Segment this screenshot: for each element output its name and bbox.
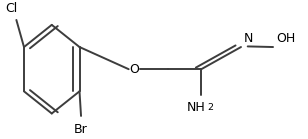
Text: O: O [129, 63, 139, 76]
Text: N: N [244, 32, 253, 45]
Text: OH: OH [276, 32, 295, 45]
Text: 2: 2 [208, 103, 213, 112]
Text: NH: NH [186, 101, 205, 114]
Text: Cl: Cl [6, 2, 18, 15]
Text: Br: Br [74, 123, 88, 136]
